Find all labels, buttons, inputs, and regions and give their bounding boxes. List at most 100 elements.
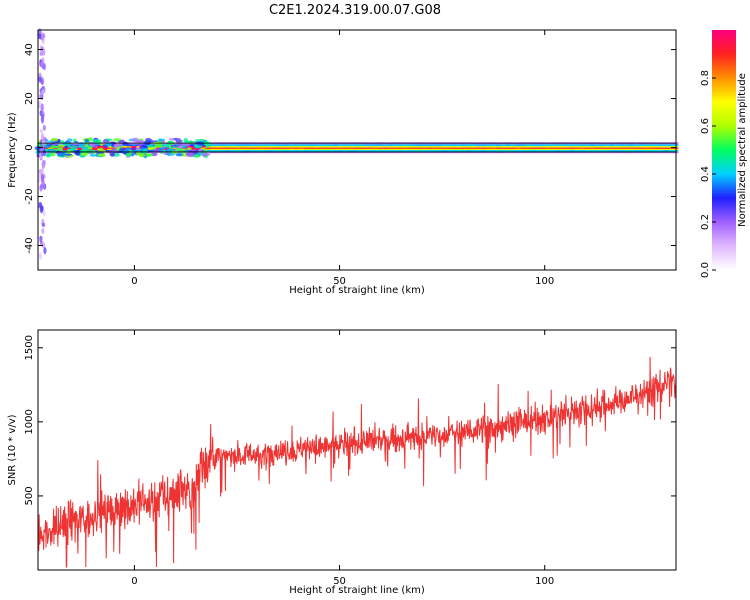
- heatmap-cell: [446, 144, 452, 147]
- heatmap-blob: [74, 140, 79, 144]
- heatmap-cell: [210, 146, 216, 149]
- heatmap-cell: [392, 146, 398, 149]
- heatmap-cell: [530, 149, 536, 152]
- heatmap-cell: [436, 149, 443, 152]
- heatmap-cell: [294, 144, 300, 147]
- heatmap-cell: [210, 145, 216, 148]
- heatmap-scatter: [40, 33, 45, 41]
- heatmap-cell: [343, 146, 349, 149]
- heatmap-scatter: [38, 168, 42, 175]
- heatmap-cell: [269, 145, 275, 148]
- heatmap-cell: [530, 144, 536, 147]
- heatmap-blob: [89, 141, 96, 147]
- heatmap-cell: [481, 146, 487, 149]
- heatmap-cell: [67, 147, 73, 151]
- heatmap-cell: [510, 145, 516, 148]
- heatmap-cell: [545, 149, 551, 152]
- heatmap-cell: [510, 149, 516, 152]
- heatmap-cell: [431, 149, 438, 152]
- heatmap-cell: [303, 146, 310, 149]
- heatmap-cell: [348, 149, 354, 152]
- heatmap-cell: [589, 146, 595, 149]
- heatmap-cell: [77, 146, 83, 149]
- heatmap-cell: [372, 144, 379, 147]
- heatmap-cell: [426, 147, 433, 151]
- heatmap-cell: [42, 147, 49, 151]
- heatmap-cell: [658, 149, 664, 152]
- heatmap-cell: [407, 144, 413, 147]
- heatmap-cell: [668, 145, 674, 148]
- heatmap-cell: [279, 149, 285, 152]
- heatmap-cell: [387, 146, 393, 149]
- heatmap-cell: [397, 146, 403, 149]
- heatmap-cell: [648, 144, 654, 147]
- heatmap-cell: [318, 145, 324, 148]
- heatmap-cell: [476, 146, 482, 149]
- heatmap-blob: [195, 144, 199, 149]
- heatmap-cell: [638, 147, 644, 151]
- heatmap-blob: [64, 153, 73, 156]
- heatmap-cell: [451, 144, 457, 147]
- heatmap-cells: [34, 28, 679, 260]
- heatmap-cell: [353, 146, 359, 149]
- heatmap-blob: [135, 147, 141, 151]
- heatmap-cell: [481, 149, 487, 152]
- heatmap-cell: [274, 146, 280, 149]
- heatmap-blob: [84, 144, 89, 147]
- heatmap-cell: [643, 146, 649, 149]
- heatmap-cell: [618, 146, 625, 149]
- heatmap-scatter: [40, 107, 44, 112]
- heatmap-scatter: [42, 209, 46, 217]
- heatmap-cell: [618, 149, 625, 152]
- heatmap-cell: [417, 145, 423, 148]
- x-tick-label: 50: [333, 576, 346, 587]
- heatmap-cell: [495, 145, 502, 148]
- heatmap-cell: [234, 149, 241, 152]
- snr-x-label: Height of straight line (km): [289, 585, 425, 596]
- heatmap-scatter: [42, 124, 46, 131]
- heatmap-cell: [264, 149, 270, 152]
- colorbar-ticks: 0.0 0.2 0.4 0.6 0.8: [700, 70, 716, 278]
- heatmap-cell: [579, 144, 585, 147]
- heatmap-cell: [550, 144, 556, 147]
- heatmap-cell: [471, 147, 477, 151]
- heatmap-cell: [230, 145, 236, 148]
- heatmap-cell: [151, 147, 157, 151]
- heatmap-cell: [668, 146, 674, 149]
- y-tick-label: 1500: [24, 335, 35, 360]
- heatmap-cell: [382, 147, 388, 151]
- heatmap-cell: [200, 146, 206, 149]
- heatmap-cell: [42, 149, 49, 152]
- heatmap-cell: [116, 145, 123, 148]
- heatmap-cell: [604, 147, 610, 151]
- heatmap-blob: [152, 140, 159, 143]
- heatmap-cell: [599, 147, 605, 151]
- heatmap-cell: [486, 144, 492, 147]
- heatmap-cell: [269, 146, 275, 149]
- heatmap-cell: [495, 144, 502, 147]
- heatmap-cell: [294, 147, 300, 151]
- heatmap-cell: [505, 145, 512, 148]
- heatmap-cell: [663, 145, 669, 148]
- heatmap-cell: [52, 144, 59, 147]
- heatmap-cell: [195, 147, 201, 151]
- heatmap-cell: [274, 147, 280, 151]
- heatmap-blob: [87, 137, 93, 142]
- heatmap-cell: [490, 145, 497, 148]
- heatmap-cell: [377, 144, 384, 147]
- heatmap-cell: [559, 145, 566, 148]
- heatmap-cell: [431, 147, 438, 151]
- heatmap-cell: [638, 149, 644, 152]
- heatmap-cell: [234, 146, 241, 149]
- heatmap-cell: [392, 147, 398, 151]
- heatmap-cell: [436, 145, 443, 148]
- heatmap-cell: [614, 145, 620, 148]
- heatmap-blob: [182, 143, 190, 147]
- heatmap-cell: [461, 147, 467, 151]
- heatmap-cell: [466, 149, 472, 152]
- heatmap-cell: [279, 145, 285, 148]
- heatmap-cell: [564, 144, 571, 147]
- heatmap-cell: [372, 146, 379, 149]
- heatmap-blob: [66, 138, 73, 142]
- heatmap-cell: [348, 146, 354, 149]
